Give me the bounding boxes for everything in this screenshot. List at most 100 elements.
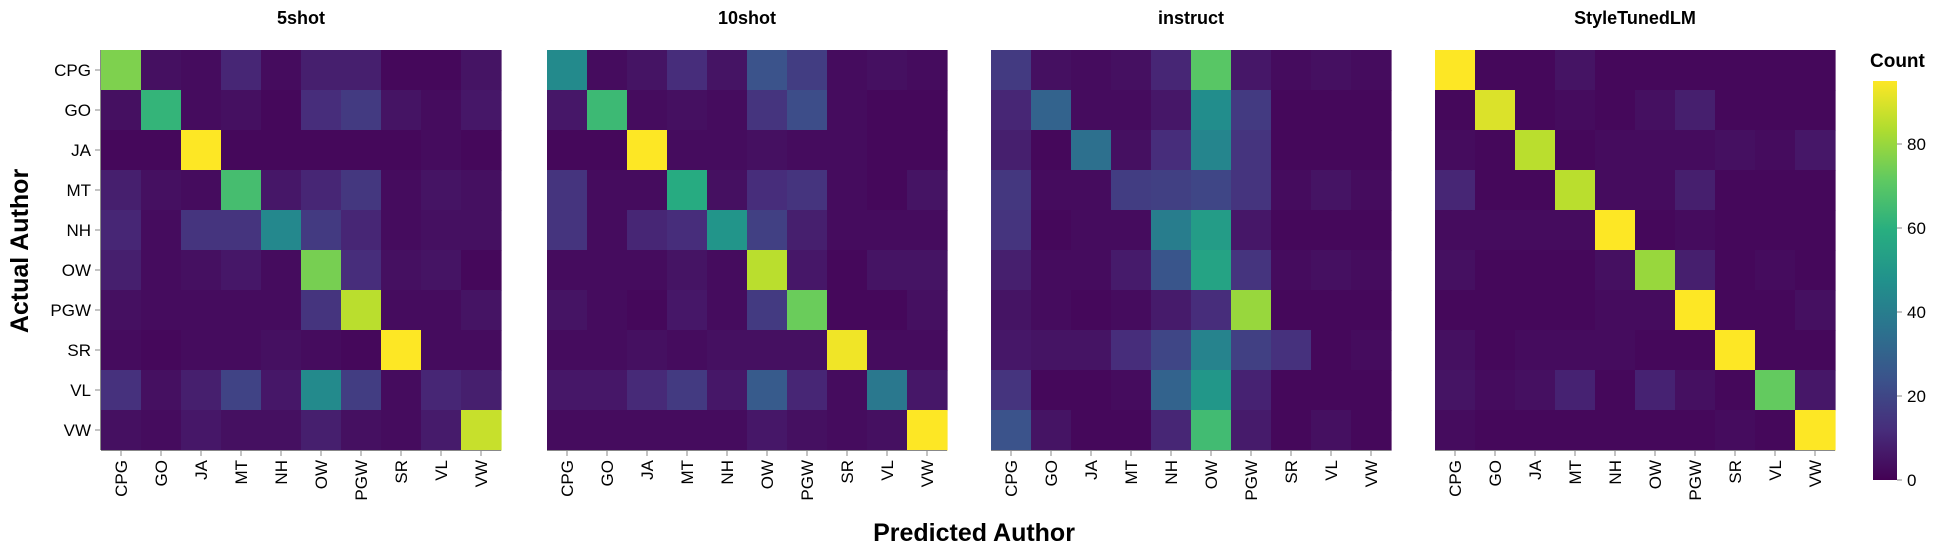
heatmap-cell — [461, 130, 502, 171]
heatmap-cell — [667, 330, 708, 371]
heatmap-cell — [787, 170, 828, 211]
heatmap-cell — [1191, 170, 1232, 211]
heatmap-cell — [827, 370, 868, 411]
heatmap-cell — [587, 90, 628, 131]
heatmap-cell — [547, 250, 588, 291]
heatmap-cell — [141, 290, 182, 331]
heatmap-cell — [1231, 170, 1272, 211]
heatmap-cell — [547, 290, 588, 331]
x-tick-label: VL — [1322, 460, 1341, 481]
heatmap-cell — [991, 50, 1032, 91]
heatmap-cell — [787, 330, 828, 371]
x-tick-label: PGW — [798, 460, 817, 501]
y-tick-label: CPG — [54, 61, 91, 80]
heatmap-cell — [461, 250, 502, 291]
heatmap-cell — [1151, 130, 1192, 171]
heatmap-cell — [707, 290, 748, 331]
x-tick-label: JA — [1082, 459, 1101, 480]
heatmap-cell — [381, 210, 422, 251]
heatmap-cell — [261, 330, 302, 371]
heatmap-cell — [1271, 50, 1312, 91]
y-tick-label: JA — [71, 141, 92, 160]
heatmap-cell — [747, 250, 788, 291]
heatmap-cell — [1555, 330, 1596, 371]
heatmap-cell — [1795, 170, 1836, 211]
heatmap-cell — [1515, 330, 1556, 371]
heatmap-cell — [1351, 170, 1392, 211]
heatmap-cell — [991, 330, 1032, 371]
x-tick-label: MT — [1122, 460, 1141, 485]
heatmap-cell — [1071, 130, 1112, 171]
heatmap-cell — [1351, 90, 1392, 131]
heatmap-cell — [461, 290, 502, 331]
heatmap-cell — [1151, 50, 1192, 91]
heatmap-cell — [1635, 130, 1676, 171]
heatmap-cell — [421, 90, 462, 131]
heatmap-cell — [1795, 250, 1836, 291]
heatmap-cell — [1111, 50, 1152, 91]
heatmap-cell — [421, 370, 462, 411]
heatmap-cell — [1311, 90, 1352, 131]
heatmap-cell — [1515, 170, 1556, 211]
heatmap-cell — [1351, 210, 1392, 251]
heatmap-cell — [1031, 330, 1072, 371]
heatmap-cell — [1595, 330, 1636, 371]
heatmap-cell — [587, 250, 628, 291]
heatmap-cell — [261, 410, 302, 451]
heatmap-cell — [991, 170, 1032, 211]
heatmap-cell — [101, 90, 142, 131]
heatmap-cell — [301, 290, 342, 331]
heatmap-cell — [1311, 330, 1352, 371]
heatmap-cell — [827, 90, 868, 131]
x-tick-label: GO — [152, 460, 171, 486]
heatmap-cell — [867, 410, 908, 451]
legend-tick-label: 80 — [1907, 135, 1926, 154]
heatmap-cell — [547, 90, 588, 131]
heatmap-cell — [1031, 90, 1072, 131]
heatmap-cell — [381, 410, 422, 451]
heatmap-cell — [301, 410, 342, 451]
heatmap-cell — [181, 50, 222, 91]
heatmap-cell — [1271, 90, 1312, 131]
x-tick-label: VL — [1766, 460, 1785, 481]
heatmap-cell — [1271, 130, 1312, 171]
x-tick-label: GO — [1486, 460, 1505, 486]
heatmap-cell — [1795, 210, 1836, 251]
y-tick-label: SR — [67, 341, 91, 360]
heatmap-cell — [1071, 330, 1112, 371]
heatmap-cell — [1351, 330, 1392, 371]
heatmap-cell — [1271, 410, 1312, 451]
heatmap-cell — [1031, 50, 1072, 91]
x-tick-label: OW — [1646, 460, 1665, 489]
x-tick-label: NH — [1162, 460, 1181, 485]
heatmap-cell — [1635, 330, 1676, 371]
heatmap-cell — [301, 130, 342, 171]
heatmap-cell — [1071, 170, 1112, 211]
heatmap-cell — [421, 330, 462, 371]
heatmap-cell — [1351, 130, 1392, 171]
x-tick-label: MT — [678, 460, 697, 485]
heatmap-cell — [547, 210, 588, 251]
heatmap-cell — [1635, 170, 1676, 211]
x-tick-label: MT — [1566, 460, 1585, 485]
y-tick-label: NH — [66, 221, 91, 240]
heatmap-cell — [1715, 370, 1756, 411]
heatmap-cell — [1755, 90, 1796, 131]
x-tick-label: SR — [1282, 460, 1301, 484]
heatmap-cell — [787, 250, 828, 291]
heatmap-cell — [381, 50, 422, 91]
x-tick-label: CPG — [112, 460, 131, 497]
heatmap-cell — [667, 290, 708, 331]
heatmap-cell — [1755, 410, 1796, 451]
heatmap-cell — [1715, 170, 1756, 211]
legend-color-bar — [1873, 81, 1897, 480]
heatmap-cell — [461, 170, 502, 211]
x-tick-label: VW — [472, 460, 491, 487]
heatmap-cell — [991, 370, 1032, 411]
heatmap-cell — [707, 170, 748, 211]
legend-tick-label: 20 — [1907, 387, 1926, 406]
heatmap-cell — [1795, 290, 1836, 331]
heatmap-cell — [667, 410, 708, 451]
heatmap-cell — [1351, 250, 1392, 291]
x-tick-label: GO — [598, 460, 617, 486]
